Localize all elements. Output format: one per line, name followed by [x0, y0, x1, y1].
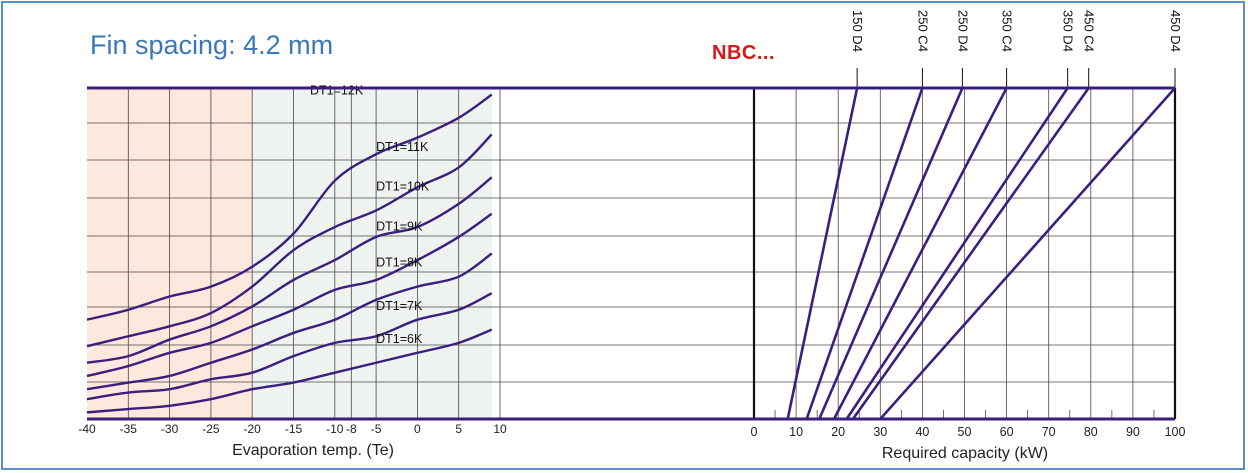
right-x-tick-label: 80	[1084, 425, 1098, 439]
left-x-tick-label: -25	[202, 422, 220, 436]
model-label: 450 D4	[1168, 10, 1183, 52]
dt1-curve-5	[86, 292, 493, 401]
model-line-4	[845, 87, 1069, 420]
dt1-curve-label: DT1=10K	[376, 180, 430, 194]
model-label: 450 C4	[1082, 10, 1097, 52]
right-x-tick-label: 90	[1126, 425, 1140, 439]
right-x-tick-label: 10	[789, 425, 803, 439]
dt1-curve-label: DT1=6K	[376, 332, 423, 346]
left-x-tick-label: -15	[285, 422, 303, 436]
model-line-2	[818, 87, 964, 420]
model-label: 250 D4	[955, 10, 970, 52]
left-x-tick-label: -40	[78, 422, 96, 436]
right-x-tick-label: 50	[958, 425, 972, 439]
left-x-tick-label: -8	[346, 422, 357, 436]
right-x-tick-label: 60	[1000, 425, 1014, 439]
left-x-tick-label: -30	[161, 422, 179, 436]
chart-title: Fin spacing: 4.2 mm	[90, 30, 334, 60]
right-x-tick-label: 30	[873, 425, 887, 439]
model-label: 150 D4	[850, 10, 865, 52]
model-label: 350 C4	[1000, 10, 1015, 52]
brand-label: NBC...	[712, 42, 775, 64]
left-x-tick-label: 10	[493, 422, 507, 436]
right-x-tick-label: 70	[1042, 425, 1056, 439]
left-x-tick-label: 0	[414, 422, 421, 436]
dt1-curve-label: DT1=11K	[376, 140, 429, 154]
model-line-1	[805, 87, 924, 420]
dt1-curve-1	[86, 133, 493, 348]
dt1-curve-6	[86, 328, 493, 414]
left-x-tick-label: -5	[371, 422, 382, 436]
dt1-curve-2	[86, 176, 493, 364]
dt1-curve-label: DT1=7K	[376, 299, 423, 313]
right-x-tick-label: 0	[751, 425, 758, 439]
left-x-tick-label: -10	[326, 422, 344, 436]
dt1-curve-3	[86, 212, 493, 378]
model-line-3	[832, 87, 1008, 420]
dt1-curve-label: DT1=12K	[310, 84, 364, 98]
model-label: 350 D4	[1061, 10, 1076, 52]
model-line-6	[879, 87, 1176, 420]
model-line-0	[786, 87, 859, 420]
right-x-tick-label: 100	[1165, 425, 1186, 439]
left-x-tick-label: 5	[455, 422, 462, 436]
dt1-curve-0	[86, 93, 493, 321]
left-x-axis-label: Evaporation temp. (Te)	[232, 442, 394, 459]
model-line-5	[851, 87, 1090, 420]
model-label: 250 C4	[915, 10, 930, 52]
right-x-axis-label: Required capacity (kW)	[882, 445, 1048, 462]
dt1-curve-label: DT1=8K	[376, 256, 423, 270]
right-x-tick-label: 20	[831, 425, 845, 439]
dt1-curve-4	[86, 252, 493, 391]
dt1-curve-label: DT1=9K	[376, 219, 423, 233]
right-x-tick-label: 40	[915, 425, 929, 439]
left-x-tick-label: -20	[244, 422, 262, 436]
left-x-tick-label: -35	[120, 422, 138, 436]
